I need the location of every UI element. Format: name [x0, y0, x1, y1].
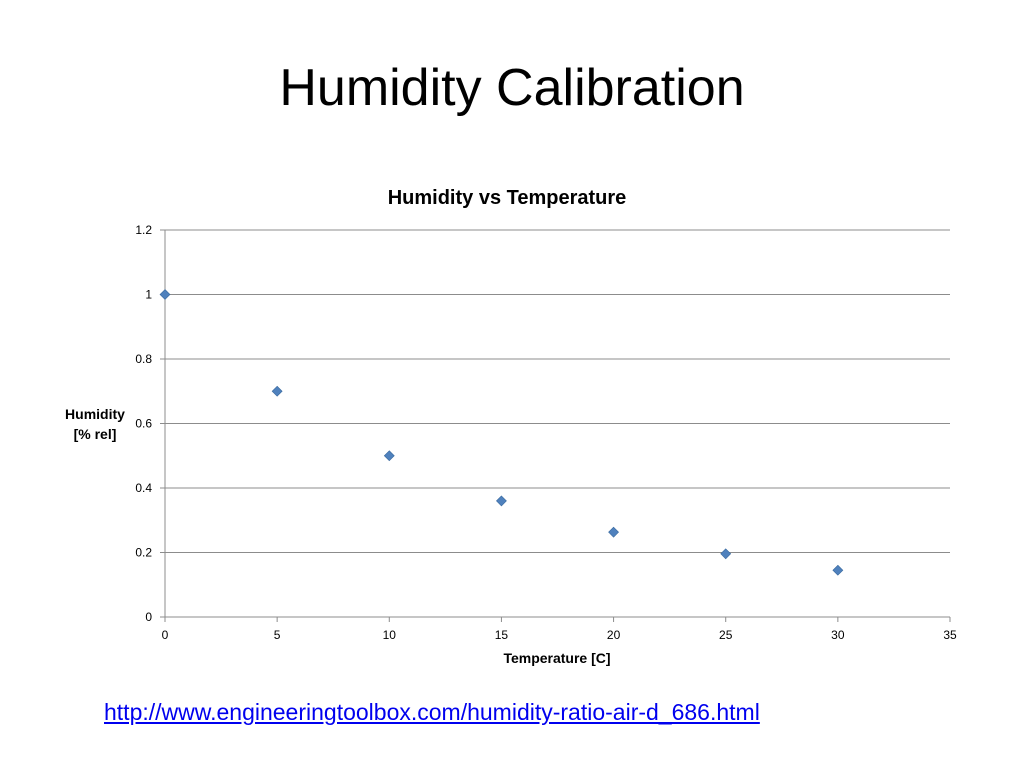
data-point-5: [720, 548, 732, 560]
x-tick-label: 10: [383, 628, 397, 642]
y-axis-label-line-1: Humidity: [65, 406, 125, 422]
axes: [160, 229, 951, 622]
chart-title: Humidity vs Temperature: [388, 187, 627, 209]
data-point-3: [496, 495, 507, 507]
y-tick-label: 1: [145, 288, 152, 302]
x-tick-label: 35: [943, 628, 957, 642]
data-point-1: [271, 385, 283, 397]
data-point-0: [159, 289, 171, 300]
y-tick-label: 0.2: [135, 546, 152, 560]
y-tick-label: 1.2: [135, 223, 152, 237]
y-tick-label: 0: [145, 610, 152, 624]
y-axis-label-line-2: [% rel]: [74, 426, 117, 442]
data-point-4: [608, 526, 619, 538]
y-tick-label: 0.8: [135, 352, 152, 366]
x-tick-label: 5: [274, 628, 281, 642]
x-tick-label: 25: [719, 628, 733, 642]
slide-title: Humidity Calibration: [279, 59, 745, 117]
data-point-2: [383, 450, 395, 462]
y-tick-label: 0.4: [135, 481, 152, 495]
gridlines: [165, 229, 950, 553]
y-tick-label: 0.6: [135, 417, 152, 431]
data-points: [159, 289, 844, 576]
x-tick-label: 15: [495, 628, 509, 642]
x-tick-label: 0: [162, 628, 169, 642]
x-tick-label: 20: [607, 628, 621, 642]
data-point-6: [832, 564, 844, 576]
x-tick-label: 30: [831, 628, 845, 642]
x-axis-label: Temperature [C]: [503, 650, 610, 666]
y-tick-labels: 0 0.2 0.4 0.6 0.8 1 1.2: [135, 223, 152, 624]
source-link[interactable]: http://www.engineeringtoolbox.com/humidi…: [104, 699, 760, 725]
x-tick-labels: 0 5 10 15 20 25 30 35: [162, 628, 957, 642]
